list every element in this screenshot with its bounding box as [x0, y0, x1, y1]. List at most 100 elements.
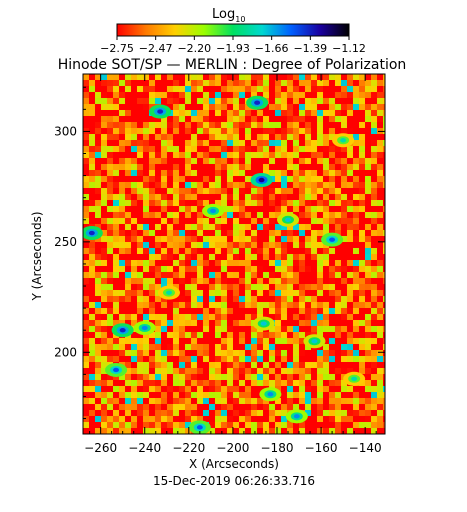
- heatmap-cell: [377, 398, 383, 404]
- heatmap-cell: [299, 272, 305, 278]
- heatmap-cell: [353, 422, 359, 428]
- heatmap-cell: [275, 272, 281, 278]
- heatmap-cell: [125, 296, 131, 302]
- heatmap-cell: [233, 206, 239, 212]
- heatmap-cell: [311, 212, 317, 218]
- heatmap-cell: [311, 422, 317, 428]
- heatmap-cell: [131, 350, 137, 356]
- heatmap-cell: [161, 146, 167, 152]
- heatmap-cell: [311, 230, 317, 236]
- heatmap-cell: [167, 302, 173, 308]
- heatmap-cell: [245, 146, 251, 152]
- heatmap-cell: [377, 410, 383, 416]
- heatmap-cell: [227, 242, 233, 248]
- heatmap-cell: [191, 158, 197, 164]
- heatmap-cell: [149, 134, 155, 140]
- heatmap-cell: [167, 116, 173, 122]
- heatmap-cell: [101, 80, 107, 86]
- heatmap-cell: [317, 242, 323, 248]
- heatmap-cell: [119, 320, 125, 326]
- heatmap-cell: [221, 344, 227, 350]
- heatmap-cell: [125, 278, 131, 284]
- heatmap-cell: [341, 290, 347, 296]
- heatmap-cell: [119, 392, 125, 398]
- heatmap-cell: [371, 164, 377, 170]
- heatmap-cell: [197, 284, 203, 290]
- heatmap-cell: [95, 170, 101, 176]
- heatmap-cell: [215, 290, 221, 296]
- heatmap-cell: [317, 206, 323, 212]
- heatmap-cell: [293, 200, 299, 206]
- heatmap-cell: [179, 278, 185, 284]
- heatmap-cell: [179, 86, 185, 92]
- heatmap-cell: [233, 200, 239, 206]
- heatmap-cell: [173, 170, 179, 176]
- heatmap-cell: [341, 86, 347, 92]
- heatmap-cell: [101, 422, 107, 428]
- heatmap-cell: [317, 320, 323, 326]
- heatmap-cell: [179, 266, 185, 272]
- heatmap-cell: [137, 338, 143, 344]
- heatmap-cell: [185, 110, 191, 116]
- heatmap-cell: [335, 86, 341, 92]
- heatmap-cell: [263, 260, 269, 266]
- heatmap-cell: [107, 170, 113, 176]
- heatmap-cell: [263, 188, 269, 194]
- heatmap-cell: [293, 392, 299, 398]
- heatmap-cell: [161, 206, 167, 212]
- heatmap-cell: [185, 374, 191, 380]
- heatmap-cell: [371, 152, 377, 158]
- heatmap-cell: [287, 368, 293, 374]
- heatmap-cell: [119, 344, 125, 350]
- heatmap-cell: [113, 188, 119, 194]
- heatmap-cell: [221, 200, 227, 206]
- heatmap-cell: [95, 392, 101, 398]
- heatmap-cell: [227, 206, 233, 212]
- heatmap-cell: [191, 164, 197, 170]
- heatmap-cell: [233, 266, 239, 272]
- heatmap-cell: [125, 224, 131, 230]
- heatmap-cell: [269, 140, 275, 146]
- heatmap-cell: [281, 242, 287, 248]
- heatmap-cell: [107, 122, 113, 128]
- heatmap-cell: [107, 290, 113, 296]
- heatmap-cell: [335, 230, 341, 236]
- heatmap-cell: [233, 314, 239, 320]
- heatmap-cell: [89, 218, 95, 224]
- heatmap-cell: [293, 194, 299, 200]
- heatmap-cell: [281, 380, 287, 386]
- heatmap-cell: [83, 212, 89, 218]
- heatmap-cell: [239, 224, 245, 230]
- heatmap-cell: [305, 194, 311, 200]
- heatmap-cell: [251, 158, 257, 164]
- heatmap-cell: [335, 158, 341, 164]
- heatmap-cell: [131, 356, 137, 362]
- heatmap-cell: [323, 98, 329, 104]
- heatmap-cell: [281, 206, 287, 212]
- heatmap-cell: [299, 188, 305, 194]
- heatmap-cell: [131, 170, 137, 176]
- heatmap-cell: [89, 164, 95, 170]
- heatmap-cell: [275, 74, 281, 80]
- heatmap-cell: [281, 326, 287, 332]
- heatmap-cell: [83, 338, 89, 344]
- heatmap-cell: [185, 428, 191, 434]
- heatmap-cell: [341, 260, 347, 266]
- heatmap-cell: [113, 140, 119, 146]
- heatmap-cell: [311, 236, 317, 242]
- heatmap-cell: [257, 224, 263, 230]
- heatmap-cell: [335, 416, 341, 422]
- heatmap-cell: [89, 284, 95, 290]
- heatmap-cell: [173, 380, 179, 386]
- heatmap-cell: [167, 332, 173, 338]
- heatmap-cell: [245, 326, 251, 332]
- heatmap-cell: [287, 236, 293, 242]
- heatmap-cell: [365, 200, 371, 206]
- heatmap-cell: [299, 146, 305, 152]
- heatmap-cell: [281, 80, 287, 86]
- heatmap-cell: [149, 224, 155, 230]
- heatmap-cell: [245, 128, 251, 134]
- heatmap-cell: [341, 176, 347, 182]
- heatmap-cell: [329, 398, 335, 404]
- heatmap-cell: [179, 380, 185, 386]
